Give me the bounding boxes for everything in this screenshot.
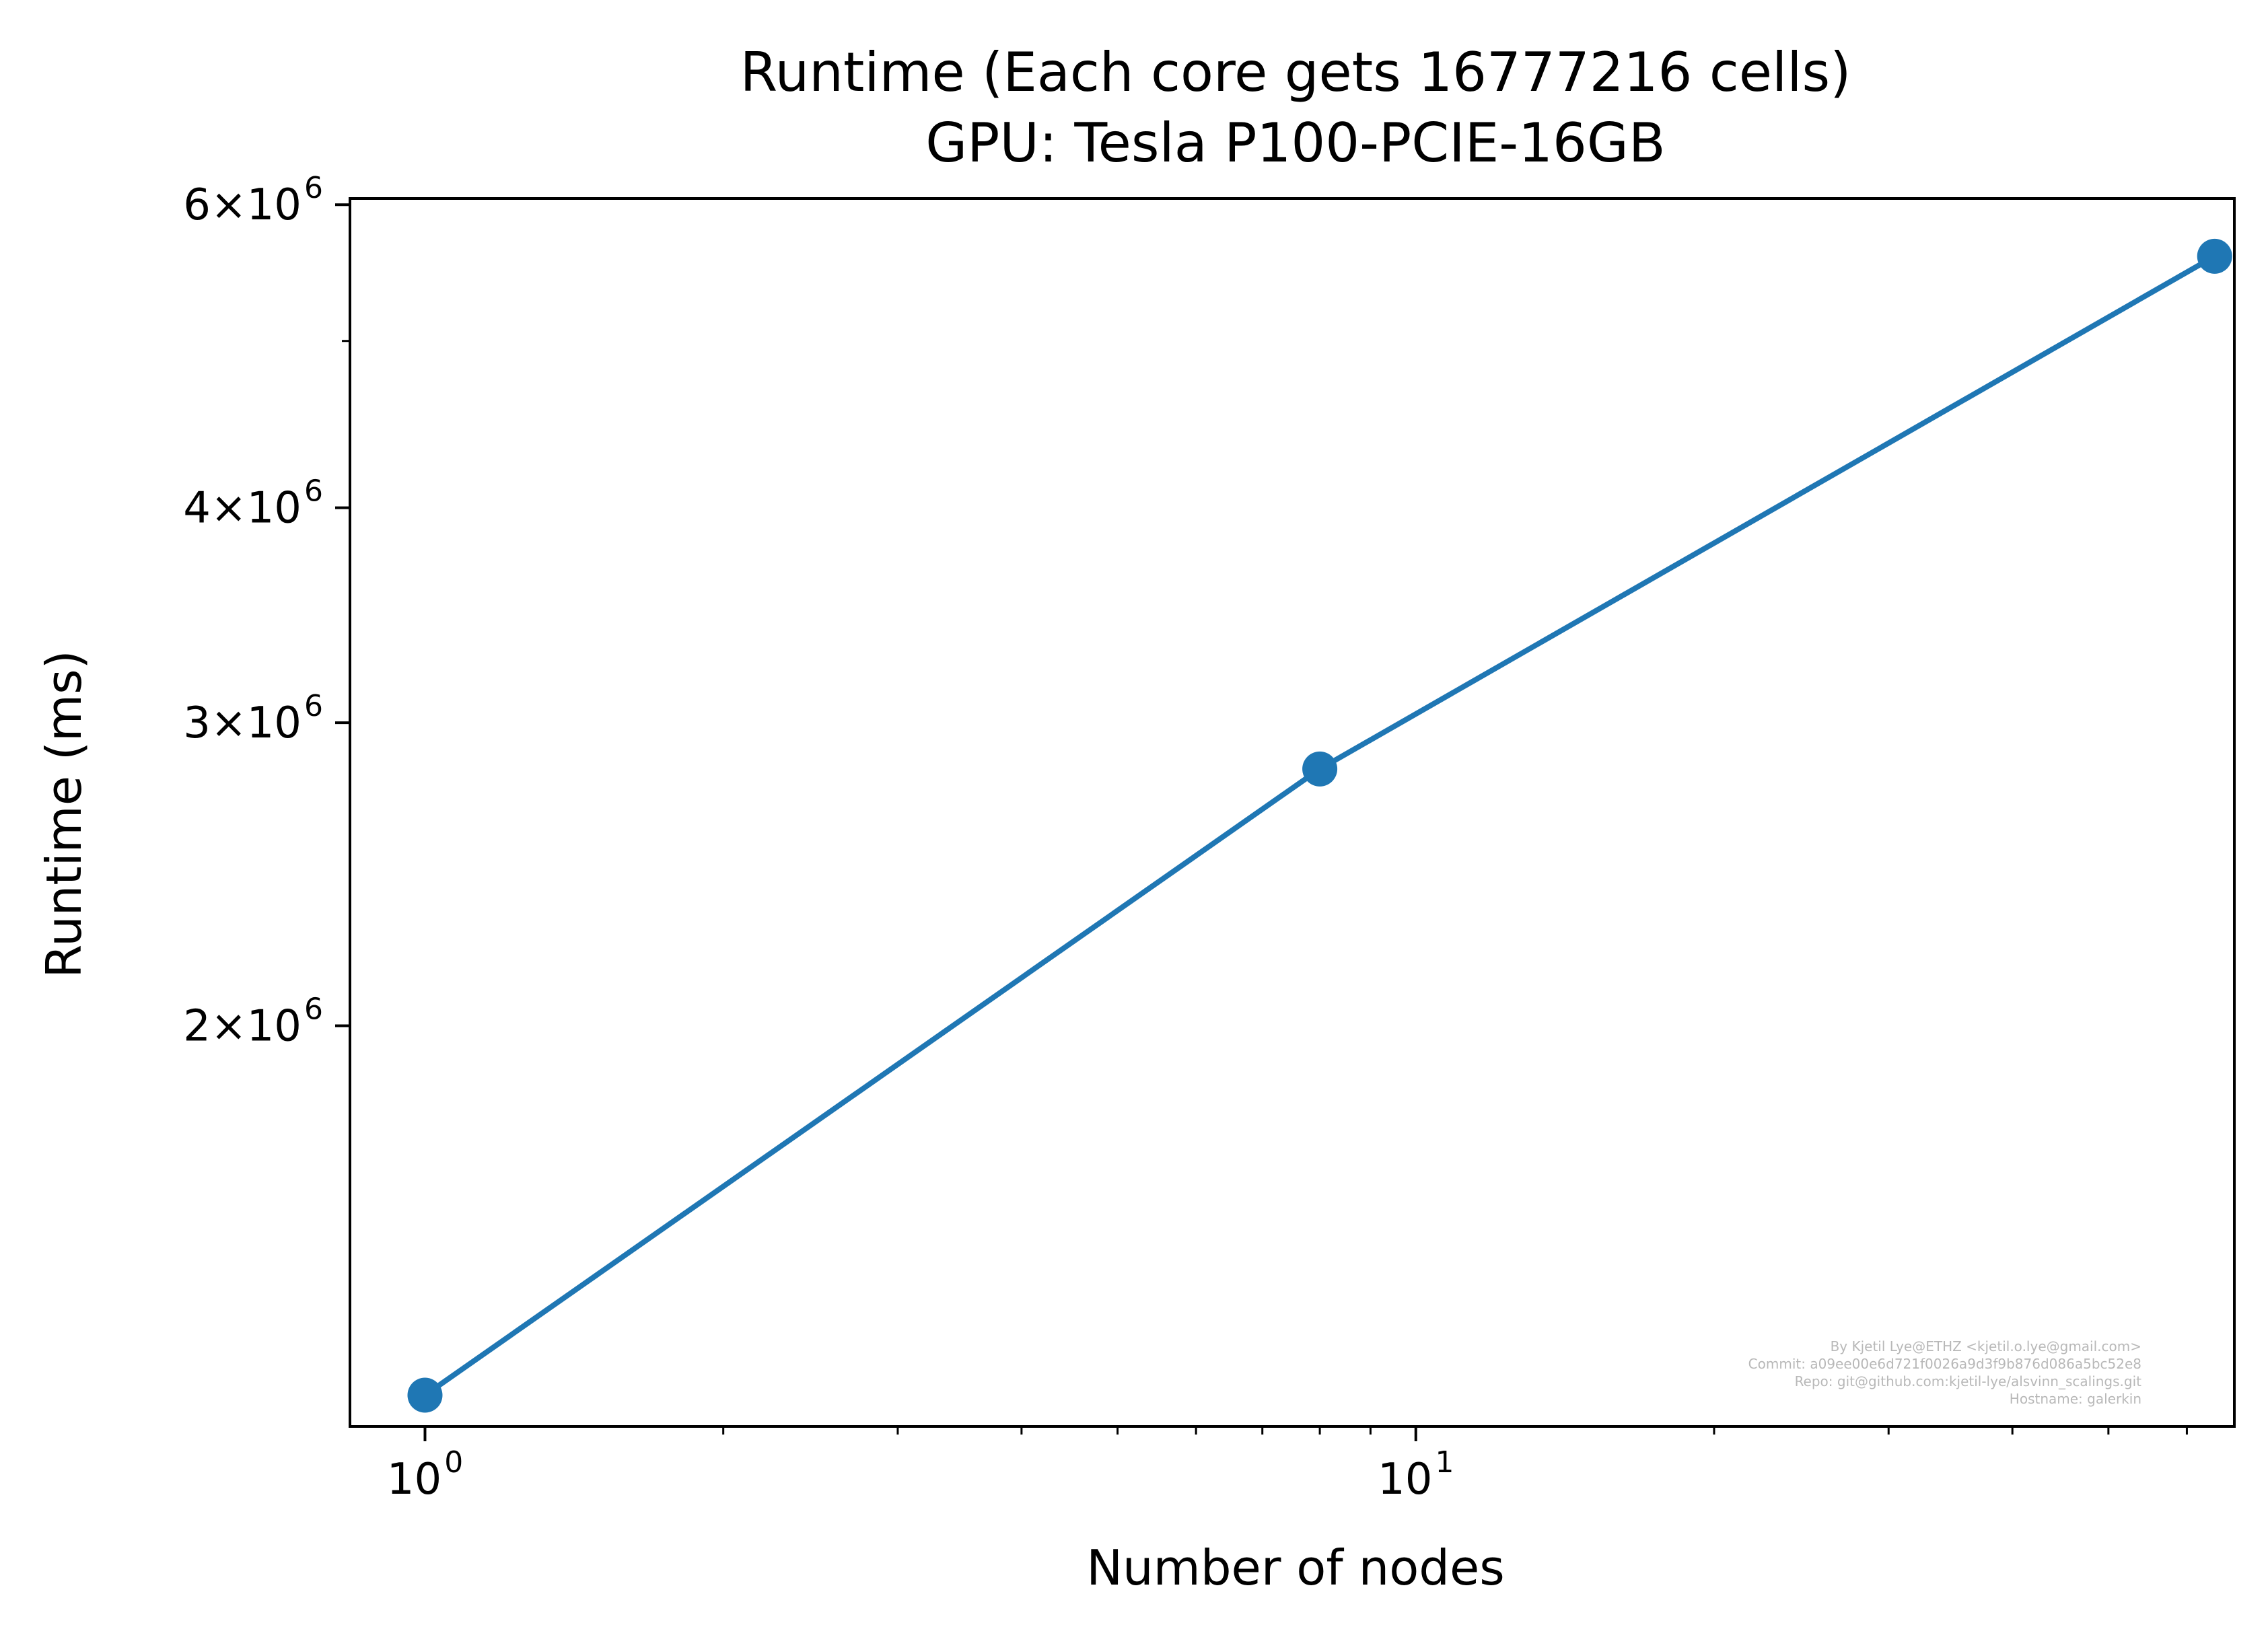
- x-axis-label: Number of nodes: [1086, 1539, 1505, 1596]
- plot-area: 100 101 2×106 3×106 4×106 6×106 By Kjetil Lye@…: [183, 171, 2236, 1505]
- annotation-line: Repo: git@github.com:kjetil-lye/alsvinn_…: [1795, 1373, 2142, 1389]
- x-tick-label: 101: [1378, 1445, 1454, 1505]
- chart-title-line-1: Runtime (Each core gets 16777216 cells): [740, 41, 1851, 104]
- series-line: [423, 254, 2216, 1398]
- annotation-line: Commit: a09ee00e6d721f0026a9d3f9b876d086…: [1748, 1356, 2141, 1372]
- data-point: [407, 1377, 443, 1413]
- y-tick-label: 2×106: [183, 992, 323, 1051]
- data-point: [2197, 238, 2232, 274]
- plot-frame: [349, 197, 2236, 1428]
- y-tick-label: 4×106: [183, 474, 323, 534]
- y-axis-label: Runtime (ms): [36, 650, 92, 978]
- x-tick-label: 100: [387, 1445, 463, 1505]
- y-tick-label: 6×106: [183, 171, 323, 230]
- annotation-line: Hostname: galerkin: [2010, 1391, 2141, 1407]
- y-tick-label: 3×106: [183, 689, 323, 748]
- chart-title-line-2: GPU: Tesla P100-PCIE-16GB: [925, 112, 1666, 174]
- annotation-line: By Kjetil Lye@ETHZ <kjetil.o.lye@gmail.c…: [1831, 1338, 2141, 1354]
- data-point: [1302, 751, 1338, 787]
